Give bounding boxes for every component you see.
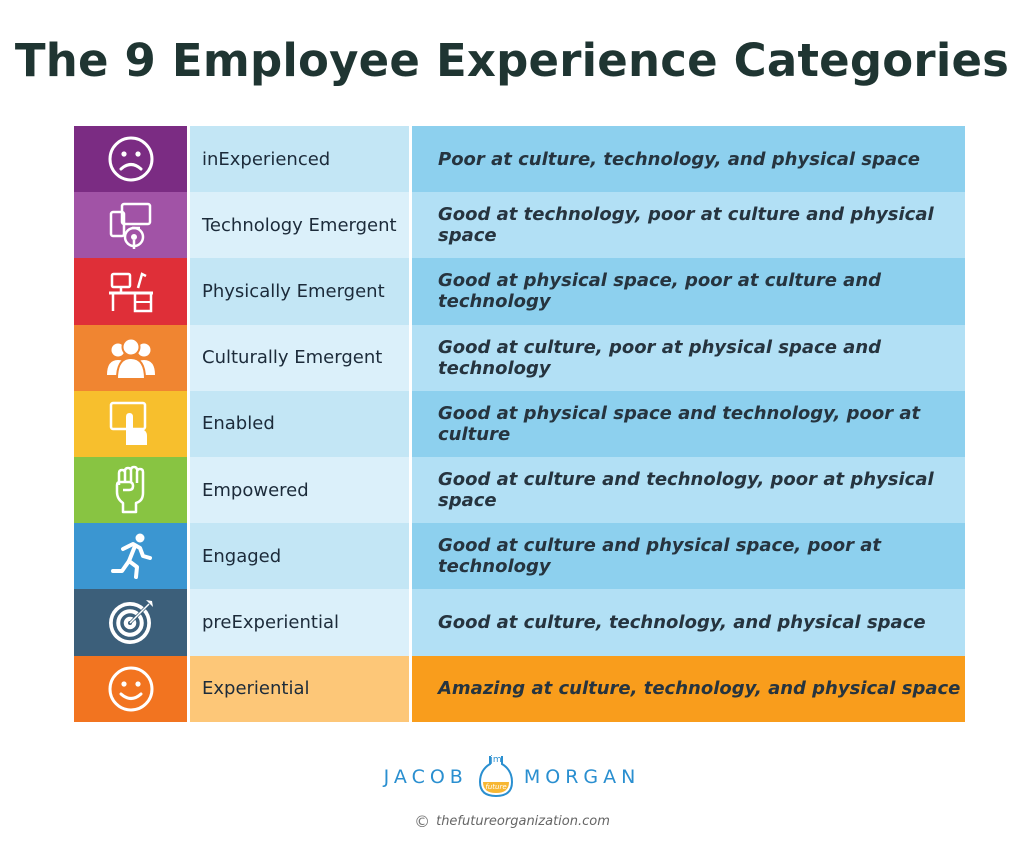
category-name: preExperiential (190, 589, 409, 656)
category-description: Good at physical space, poor at culture … (412, 258, 965, 325)
table-row: Culturally Emergent Good at culture, poo… (74, 324, 965, 391)
table-row: inExperienced Poor at culture, technolog… (74, 126, 965, 193)
category-name: Experiential (190, 655, 409, 722)
touch-icon (109, 401, 147, 445)
category-description: Good at culture and physical space, poor… (412, 523, 965, 590)
table-row: Engaged Good at culture and physical spa… (74, 523, 965, 590)
fist-icon (115, 465, 144, 514)
category-description: Good at culture, technology, and physica… (412, 589, 965, 656)
website-footer: © thefutureorganization.com (0, 812, 1024, 831)
category-name: Empowered (190, 456, 409, 524)
category-description: Amazing at culture, technology, and phys… (412, 655, 965, 722)
bulb-text: future (485, 783, 506, 791)
happy-face-icon (108, 666, 153, 712)
category-description: Good at physical space and technology, p… (412, 390, 965, 457)
category-description: Good at culture and technology, poor at … (412, 456, 965, 524)
table-row: Technology Emergent Good at technology, … (74, 192, 965, 259)
category-name: Physically Emergent (190, 258, 409, 325)
category-name: Enabled (190, 390, 409, 457)
devices-icon (109, 203, 151, 250)
copyright-icon: © (414, 812, 431, 831)
target-icon (108, 600, 153, 645)
table-row: preExperiential Good at culture, technol… (74, 589, 965, 656)
website-link[interactable]: thefutureorganization.com (436, 814, 610, 829)
category-name: inExperienced (190, 126, 409, 193)
sad-face-icon (108, 136, 153, 182)
brand-logo: JACOB jm future MORGAN (0, 752, 1024, 802)
page-title: The 9 Employee Experience Categories (14, 34, 1010, 87)
category-description: Good at technology, poor at culture and … (412, 192, 965, 259)
category-name: Culturally Emergent (190, 324, 409, 391)
category-name: Engaged (190, 523, 409, 590)
table-row: Experiential Amazing at culture, technol… (74, 655, 965, 722)
brand-last-name: MORGAN (523, 766, 641, 788)
desk-icon (108, 272, 153, 313)
table-row: Enabled Good at physical space and techn… (74, 390, 965, 457)
brand-first-name: JACOB (383, 766, 468, 788)
lightbulb-logo-icon: jm future (478, 755, 513, 798)
category-name: Technology Emergent (190, 192, 409, 259)
category-description: Poor at culture, technology, and physica… (412, 126, 965, 193)
table-row: Physically Emergent Good at physical spa… (74, 258, 965, 325)
runner-icon (110, 533, 152, 580)
category-description: Good at culture, poor at physical space … (412, 324, 965, 391)
categories-table: inExperienced Poor at culture, technolog… (74, 126, 965, 722)
table-row: Empowered Good at culture and technology… (74, 456, 965, 524)
bulb-initials: jm (489, 755, 501, 765)
people-icon (106, 337, 155, 380)
